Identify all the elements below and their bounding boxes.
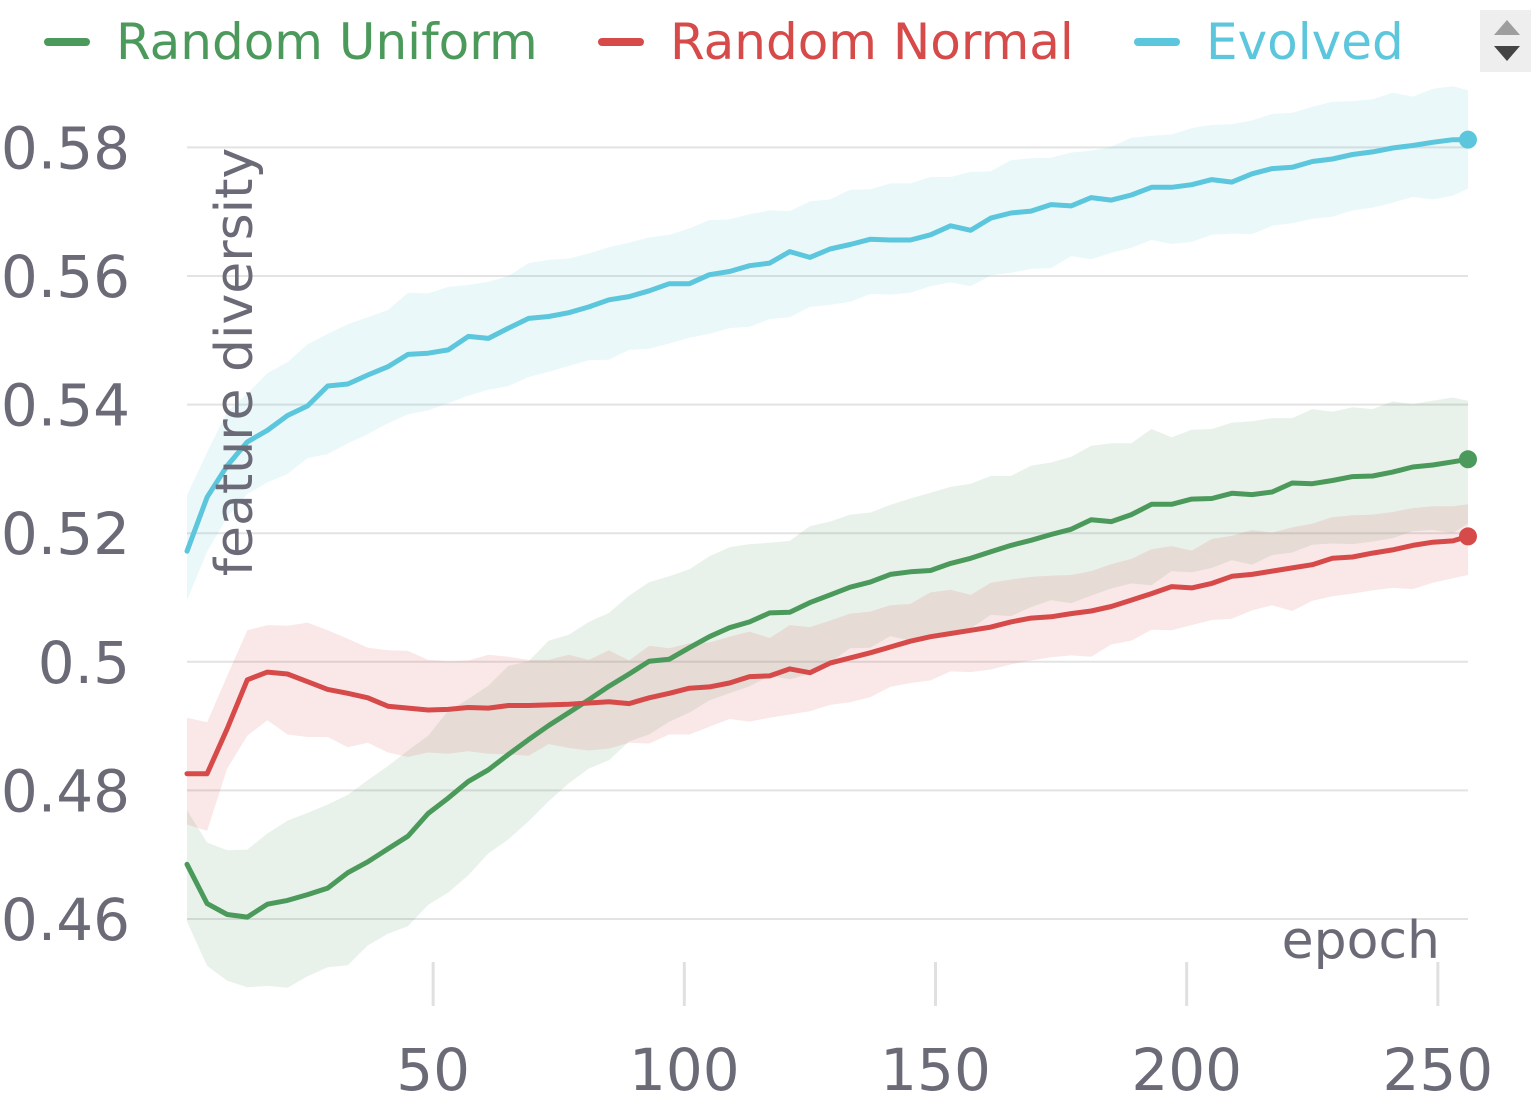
y-axis-label: feature diversity xyxy=(205,148,265,577)
x-tick-label: 250 xyxy=(1382,1036,1493,1104)
legend-swatch xyxy=(598,38,644,46)
y-axis-ticks: 0.46 0.48 0.5 0.52 0.54 0.56 0.58 xyxy=(1,114,130,954)
y-tick-label: 0.58 xyxy=(1,114,130,182)
x-axis-label: epoch xyxy=(1282,911,1440,971)
y-tick-label: 0.5 xyxy=(38,629,130,697)
band-random-normal xyxy=(187,504,1468,831)
x-tick-label: 200 xyxy=(1131,1036,1242,1104)
y-tick-label: 0.46 xyxy=(1,886,130,954)
triangle-up-icon[interactable] xyxy=(1494,20,1520,35)
y-tick-label: 0.54 xyxy=(1,372,130,440)
triangle-down-icon[interactable] xyxy=(1494,46,1520,61)
x-axis-ticks: 50 100 150 200 250 xyxy=(396,962,1493,1104)
line-random-uniform xyxy=(184,456,1471,920)
end-marker-evolved xyxy=(1459,130,1477,149)
legend-label: Random Uniform xyxy=(116,13,538,71)
band-evolved xyxy=(187,86,1468,601)
y-tick-label: 0.52 xyxy=(1,500,130,568)
legend-swatch xyxy=(1134,38,1180,46)
legend-label: Evolved xyxy=(1206,13,1404,71)
end-marker-random-uniform xyxy=(1459,450,1477,469)
y-tick-label: 0.56 xyxy=(1,243,130,311)
legend-swatch xyxy=(44,38,90,46)
series-end-markers xyxy=(1459,130,1477,546)
line-evolved xyxy=(184,137,1471,554)
end-marker-random-normal xyxy=(1459,527,1477,546)
legend-item-random-uniform[interactable]: Random Uniform xyxy=(44,12,538,72)
x-tick-label: 50 xyxy=(396,1036,470,1104)
x-tick-label: 100 xyxy=(629,1036,740,1104)
legend-scroll-control[interactable] xyxy=(1480,10,1531,72)
line-random-normal xyxy=(184,533,1471,777)
series-lines xyxy=(184,137,1471,920)
legend-item-random-normal[interactable]: Random Normal xyxy=(598,12,1074,72)
legend-label: Random Normal xyxy=(670,13,1074,71)
y-tick-label: 0.48 xyxy=(1,757,130,825)
confidence-bands xyxy=(187,86,1468,988)
band-random-uniform xyxy=(187,397,1468,988)
x-tick-label: 150 xyxy=(880,1036,991,1104)
legend-item-evolved[interactable]: Evolved xyxy=(1134,12,1404,72)
